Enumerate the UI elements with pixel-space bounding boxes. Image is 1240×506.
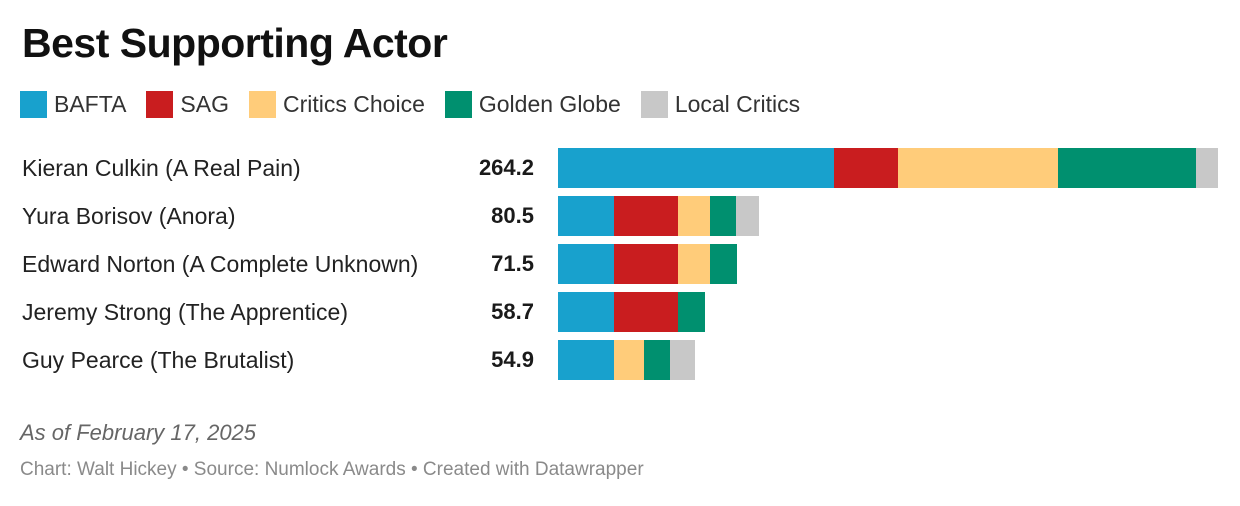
bar-segment	[677, 244, 710, 284]
bar-segment	[613, 292, 678, 332]
legend-item: SAG	[146, 91, 229, 118]
bar-segment	[735, 196, 760, 236]
legend-swatch	[20, 91, 47, 118]
legend-label: Local Critics	[674, 91, 801, 117]
bar-segment	[558, 244, 614, 284]
category-label: Yura Borisov (Anora)	[22, 203, 236, 229]
legend-swatch	[640, 91, 668, 118]
legend: BAFTA SAG Critics Choice Golden Globe Local …	[20, 91, 820, 118]
chart-title: Best Supporting Actor	[22, 20, 448, 66]
legend-label: Golden Globe	[478, 91, 621, 117]
legend-label: SAG	[180, 91, 229, 117]
bar-segment	[897, 148, 1058, 188]
bar-segment	[670, 340, 696, 380]
bar-segment	[1057, 148, 1196, 188]
bar-segment	[613, 340, 644, 380]
bar-segment	[709, 244, 737, 284]
bar-segment	[613, 196, 678, 236]
bar-segment	[643, 340, 671, 380]
total-value-label: 264.2	[478, 155, 534, 180]
category-label: Edward Norton (A Complete Unknown)	[22, 251, 419, 277]
bar-segment	[677, 292, 705, 332]
bar-segment	[1195, 148, 1218, 188]
total-value-label: 54.9	[491, 347, 534, 372]
date-note: As of February 17, 2025	[20, 420, 257, 445]
legend-label: Critics Choice	[283, 91, 425, 117]
legend-swatch	[444, 91, 472, 118]
bar-segment	[833, 148, 898, 188]
legend-label: BAFTA	[54, 91, 127, 117]
legend-item: BAFTA	[20, 91, 126, 118]
chart-credits: Chart: Walt Hickey • Source: Numlock Awa…	[20, 459, 644, 480]
legend-swatch	[249, 91, 276, 118]
category-label: Kieran Culkin (A Real Pain)	[22, 155, 301, 181]
bar-segment	[558, 196, 614, 236]
total-value-label: 71.5	[491, 251, 534, 276]
legend-swatch	[146, 91, 174, 118]
total-value-label: 80.5	[491, 203, 534, 228]
total-value-label: 58.7	[491, 299, 534, 324]
stacked-bar-chart: Kieran Culkin (A Real Pain) 264.2 Yura Bor…	[0, 144, 1240, 389]
bar-segment	[613, 244, 678, 284]
bar-segment	[677, 196, 710, 236]
bar-segment	[558, 340, 614, 380]
bar-segment	[558, 292, 614, 332]
bar-segment	[709, 196, 736, 236]
bar-segment	[558, 148, 834, 188]
legend-item: Critics Choice	[249, 91, 425, 118]
category-label: Jeremy Strong (The Apprentice)	[22, 299, 348, 325]
legend-item: Local Critics	[640, 91, 801, 118]
category-label: Guy Pearce (The Brutalist)	[22, 347, 295, 373]
legend-item: Golden Globe	[444, 91, 621, 118]
